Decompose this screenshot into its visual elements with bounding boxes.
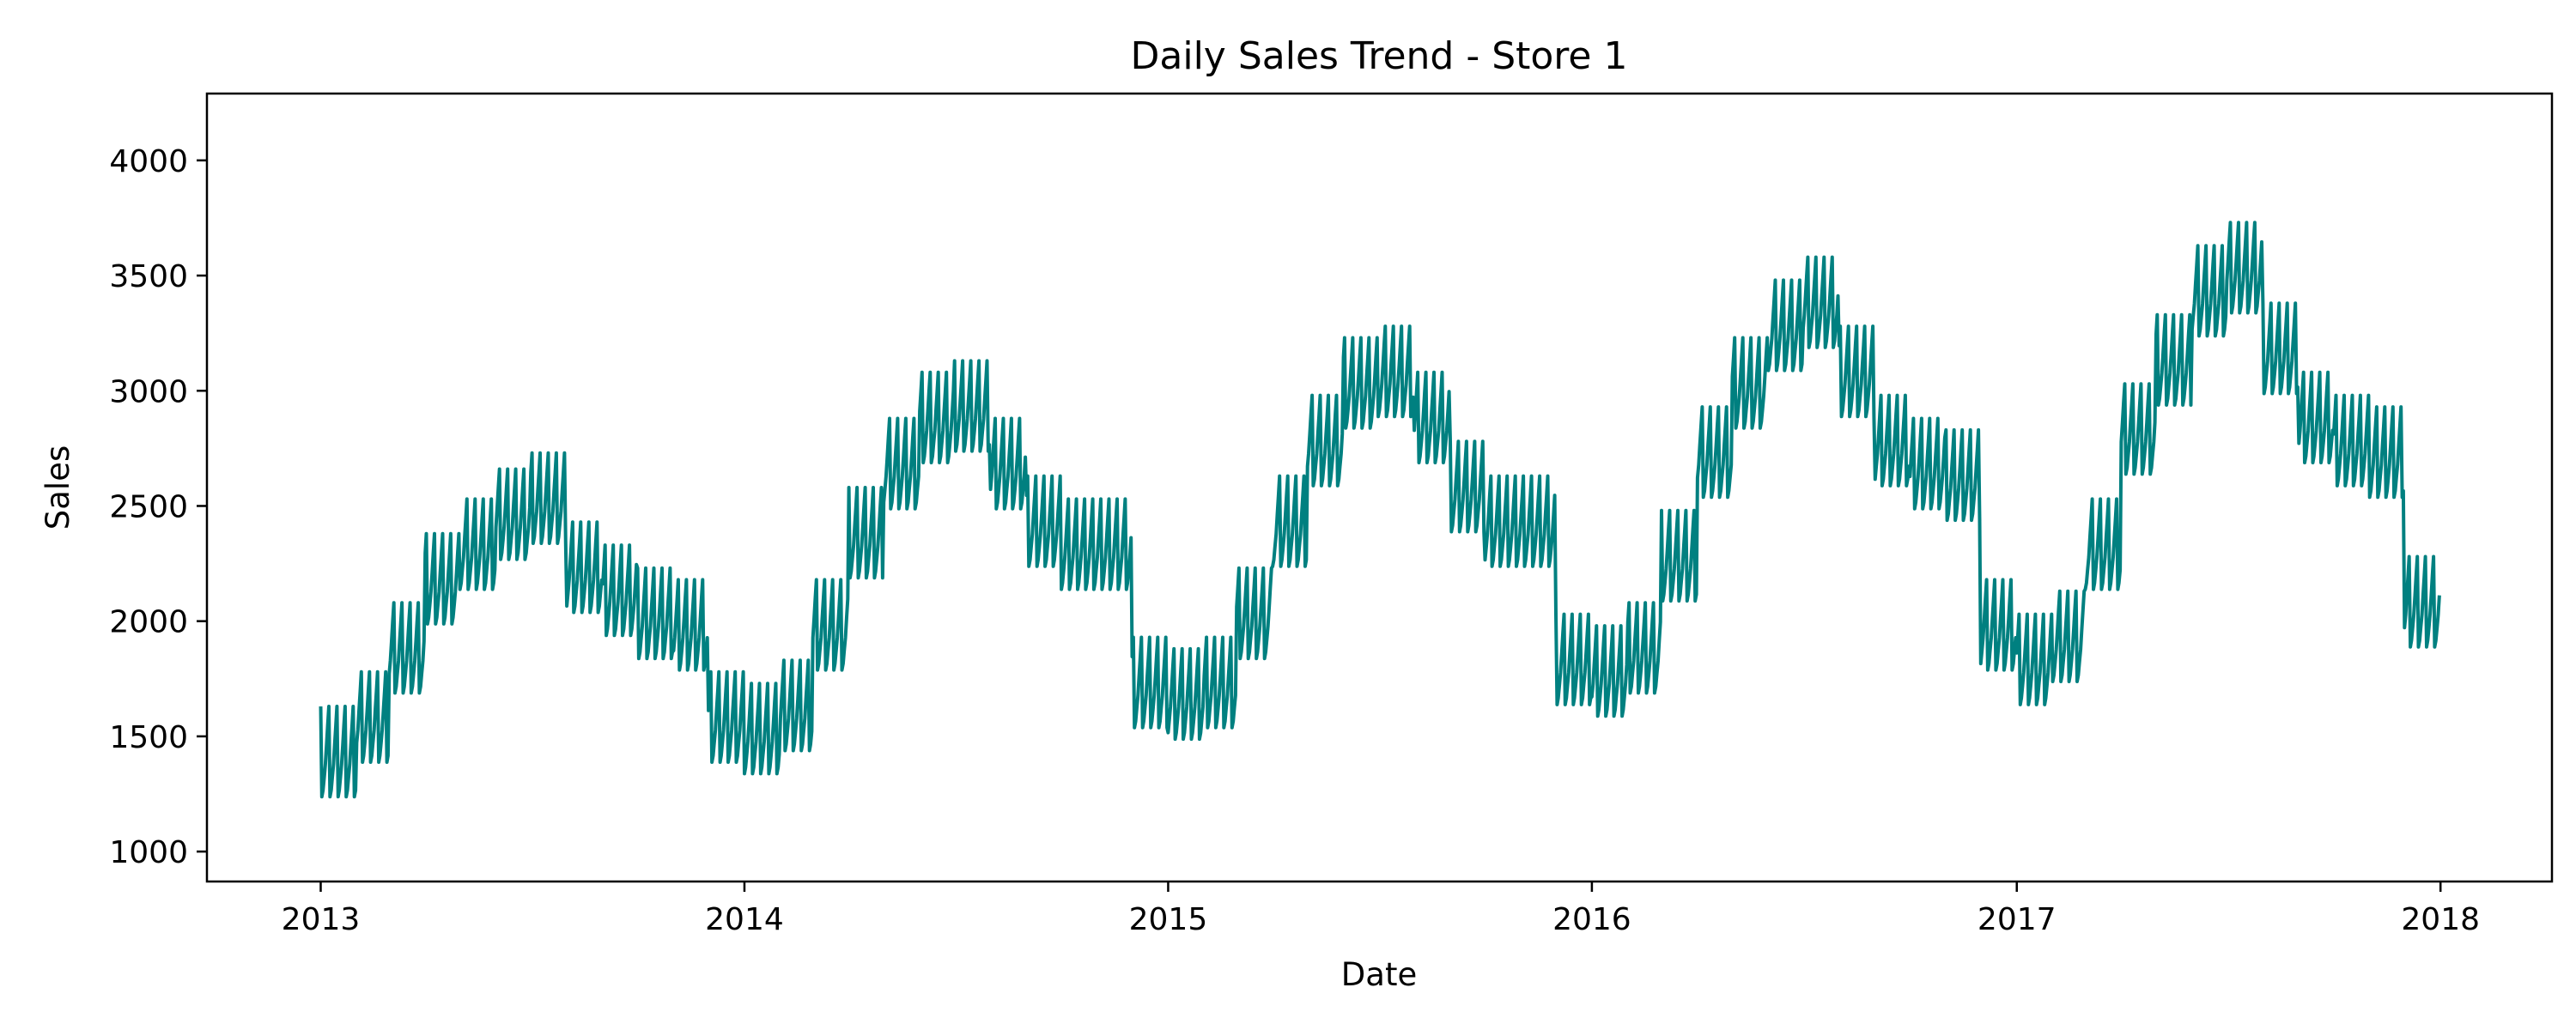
chart-title: Daily Sales Trend - Store 1 (1131, 34, 1628, 78)
y-axis: 1000 1500 2000 2500 3000 3500 4000 (109, 144, 207, 870)
x-axis-label: Date (1341, 956, 1417, 993)
y-tick-label: 2500 (109, 489, 188, 524)
y-tick-label: 1000 (109, 835, 188, 870)
x-tick-label: 2017 (1978, 902, 2057, 937)
x-tick-label: 2018 (2401, 902, 2480, 937)
sales-series-line (319, 221, 2441, 799)
x-axis: 2013 2014 2015 2016 2017 2018 (282, 882, 2480, 937)
y-axis-label: Sales (39, 445, 76, 530)
y-tick-label: 3500 (109, 259, 188, 294)
y-tick-label: 2000 (109, 605, 188, 640)
x-tick-label: 2015 (1129, 902, 1208, 937)
y-tick-label: 4000 (109, 144, 188, 179)
y-tick-label: 1500 (109, 720, 188, 755)
x-tick-label: 2014 (705, 902, 784, 937)
plot-area (205, 92, 2554, 883)
x-tick-label: 2016 (1552, 902, 1631, 937)
y-tick-label: 3000 (109, 374, 188, 409)
plot-frame (205, 92, 2554, 883)
x-tick-label: 2013 (282, 902, 361, 937)
